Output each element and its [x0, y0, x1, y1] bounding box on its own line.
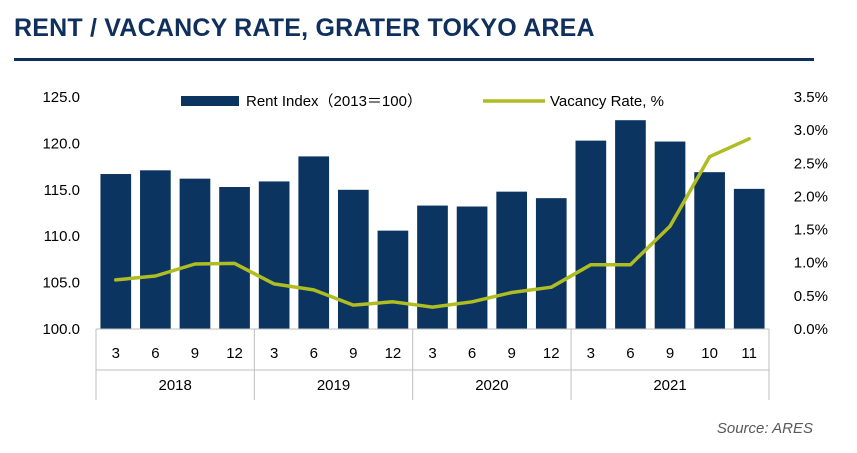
- year-group-label: 2021: [653, 377, 686, 394]
- right-axis-tick-label: 2.0%: [794, 188, 828, 205]
- x-tick-label: 6: [626, 345, 634, 362]
- x-tick-label: 6: [151, 345, 159, 362]
- x-axis: 3 6 9 12 3 6 9 12 3 6 9 12 3 6 9 10 11 2018 2019 2020 2021: [95, 328, 770, 400]
- x-tick-label: 6: [468, 345, 476, 362]
- chart-title: RENT / VACANCY RATE, GRATER TOKYO AREA: [14, 14, 595, 42]
- left-axis-tick-label: 100.0: [42, 321, 80, 338]
- x-tick-label: 9: [666, 345, 674, 362]
- x-tick-label: 9: [508, 345, 516, 362]
- title-underline: [14, 58, 814, 61]
- right-axis-tick-label: 3.0%: [794, 122, 828, 139]
- x-tick-label: 3: [428, 345, 436, 362]
- right-axis-tick-label: 2.5%: [794, 155, 828, 172]
- legend: Rent Index（2013＝100） Vacancy Rate, %: [181, 93, 664, 110]
- legend-rent-swatch: [181, 96, 239, 106]
- rent-index-bar: [337, 189, 369, 329]
- rent-index-bar: [733, 188, 765, 329]
- rent-index-bar: [219, 187, 250, 329]
- rent-index-bar: [575, 140, 607, 329]
- x-tick-label: 3: [112, 345, 120, 362]
- x-tick-label: 6: [310, 345, 318, 362]
- x-tick-label: 12: [226, 345, 243, 362]
- right-axis-tick-label: 3.5%: [794, 89, 828, 106]
- vacancy-rate-line: [114, 137, 751, 309]
- left-axis-tick-label: 110.0: [44, 228, 80, 245]
- year-group-label: 2019: [317, 377, 350, 394]
- rent-index-bar: [258, 181, 290, 329]
- left-axis-tick-label: 120.0: [42, 135, 80, 152]
- rent-index-bar: [377, 230, 409, 329]
- left-axis-tick-label: 125.0: [42, 89, 80, 106]
- year-group-label: 2018: [158, 377, 191, 394]
- x-tick-label: 3: [270, 345, 278, 362]
- rent-index-bar: [298, 156, 330, 329]
- legend-rent-label: Rent Index（2013＝100）: [246, 93, 422, 110]
- right-axis-tick-label: 0.0%: [794, 321, 828, 338]
- x-tick-label: 3: [587, 345, 595, 362]
- rent-index-bar: [496, 191, 528, 329]
- rent-index-bar: [615, 120, 646, 329]
- right-axis-tick-label: 1.5%: [794, 222, 828, 239]
- rent-index-bar: [179, 178, 211, 329]
- right-axis-tick-label: 1.0%: [794, 255, 828, 272]
- left-axis-tick-label: 105.0: [42, 275, 80, 292]
- x-tick-label: 12: [543, 345, 560, 362]
- rent-index-bar: [417, 205, 448, 329]
- x-tick-label: 10: [701, 345, 718, 362]
- rent-index-bar: [694, 172, 725, 329]
- left-axis-tick-label: 115.0: [44, 182, 80, 199]
- rent-index-bar: [456, 206, 488, 329]
- rent-index-bars: [100, 120, 765, 329]
- right-axis-ticks: 0.0% 0.5% 1.0% 1.5% 2.0% 2.5% 3.0% 3.5%: [794, 89, 828, 338]
- year-group-label: 2020: [475, 377, 508, 394]
- x-tick-label: 9: [349, 345, 357, 362]
- rent-index-bar: [535, 198, 567, 329]
- x-tick-label: 11: [741, 345, 757, 362]
- source-note: Source: ARES: [716, 420, 813, 437]
- rent-index-bar: [140, 170, 171, 329]
- x-tick-label: 12: [385, 345, 402, 362]
- x-tick-label: 9: [191, 345, 199, 362]
- left-axis-ticks: 100.0 105.0 110.0 115.0 120.0 125.0: [42, 89, 80, 338]
- rent-index-bar: [100, 174, 132, 329]
- right-axis-tick-label: 0.5%: [794, 288, 828, 305]
- legend-vacancy-label: Vacancy Rate, %: [550, 93, 664, 110]
